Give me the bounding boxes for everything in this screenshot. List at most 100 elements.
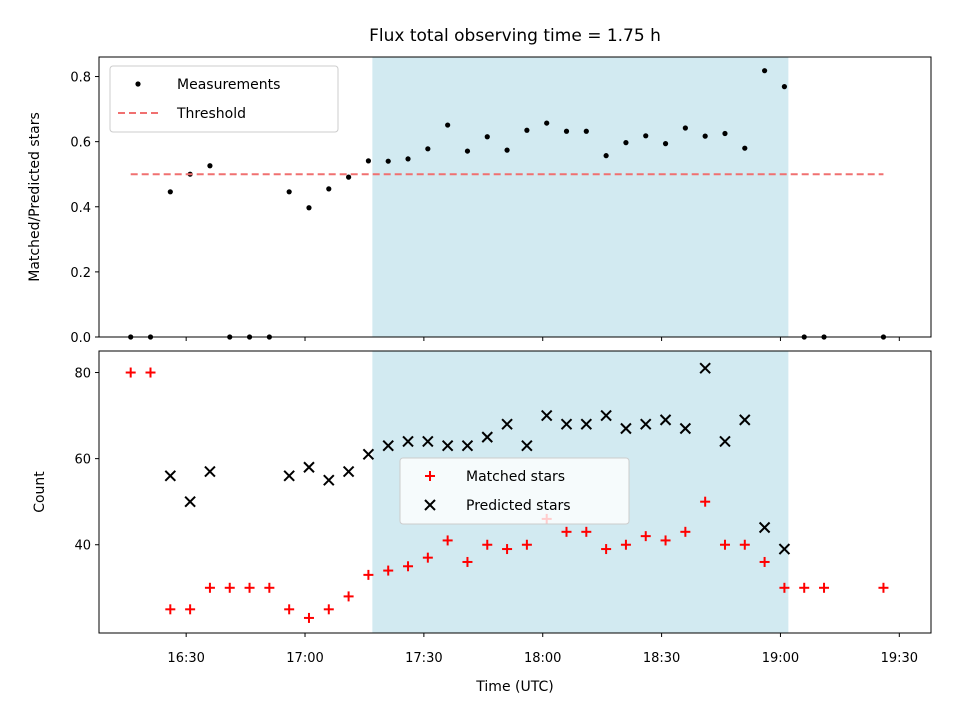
matched-star-point xyxy=(601,544,612,555)
bottom-panel: 40 60 80 16:30 17:00 17:30 18:00 18:30 19:00 19:3… xyxy=(32,350,932,695)
legend-label: Measurements xyxy=(177,77,280,93)
matched-star-point xyxy=(185,604,196,615)
measurement-point xyxy=(662,141,669,147)
predicted-star-point xyxy=(204,465,216,478)
measurement-point xyxy=(405,156,411,162)
axes-frame xyxy=(98,350,932,634)
predicted-star-point xyxy=(461,440,474,452)
matched-star-point xyxy=(561,526,572,537)
predicted-star-point xyxy=(501,418,513,430)
legend: Matched stars Predicted stars xyxy=(399,457,630,525)
predicted-star-point xyxy=(362,448,375,461)
measurement-point xyxy=(583,128,589,134)
matched-star-point xyxy=(204,582,215,593)
x-tick-label: 19:00 xyxy=(762,651,799,666)
predicted-star-point xyxy=(342,465,355,478)
predicted-star-point xyxy=(560,418,573,430)
x-tick-label: 18:30 xyxy=(643,651,680,666)
predicted-star-point xyxy=(441,440,454,452)
predicted-star-point xyxy=(540,409,553,422)
y-axis-label: Count xyxy=(32,471,48,513)
matched-star-point xyxy=(462,556,473,567)
matched-star-point xyxy=(620,539,631,550)
predicted-star-point xyxy=(521,440,533,452)
matched-star-point xyxy=(383,565,394,576)
measurement-point xyxy=(306,205,312,211)
y-tick-label: 0.6 xyxy=(70,136,91,151)
matched-star-point xyxy=(759,556,770,567)
measurement-point xyxy=(603,153,609,159)
predicted-star-point xyxy=(758,521,771,534)
legend-x-marker xyxy=(424,499,436,511)
legend-plus-marker xyxy=(425,471,435,481)
matched-star-point xyxy=(700,496,711,507)
predicted-star-point xyxy=(382,440,394,452)
matched-star-point xyxy=(739,539,750,550)
x-axis-label: Time (UTC) xyxy=(475,679,553,695)
measurement-point xyxy=(346,174,352,180)
matched-star-point xyxy=(165,604,176,615)
measurement-point xyxy=(385,158,391,164)
matched-star-point xyxy=(442,535,453,546)
measurement-point xyxy=(524,127,530,133)
legend-box xyxy=(399,457,630,525)
predicted-star-point xyxy=(164,470,177,482)
matched-star-point xyxy=(284,604,295,615)
matched-star-point xyxy=(125,367,136,378)
figure-title: Flux total observing time = 1.75 h xyxy=(369,26,661,46)
series-predicted-stars xyxy=(164,362,791,555)
predicted-star-point xyxy=(481,431,493,443)
axes-frame xyxy=(98,56,932,338)
predicted-star-point xyxy=(778,543,791,555)
matched-star-point xyxy=(640,531,651,542)
measurement-point xyxy=(445,122,451,128)
predicted-star-point xyxy=(739,414,751,426)
x-tick-label: 18:00 xyxy=(524,651,561,666)
matched-star-point xyxy=(502,544,513,555)
predicted-star-point xyxy=(659,414,672,426)
measurement-point xyxy=(682,125,688,131)
predicted-star-point xyxy=(422,435,434,448)
matched-star-point xyxy=(680,526,691,537)
matched-star-point xyxy=(482,539,493,550)
matched-star-point xyxy=(343,591,354,602)
matched-star-point xyxy=(799,582,810,593)
y-tick-label: 40 xyxy=(74,539,91,554)
measurement-point xyxy=(563,128,570,134)
predicted-star-point xyxy=(640,418,652,430)
measurement-point xyxy=(742,145,748,151)
predicted-star-point xyxy=(580,418,593,430)
measurement-point xyxy=(286,189,292,195)
x-tick-label: 19:30 xyxy=(881,651,918,666)
measurement-point xyxy=(702,133,708,139)
x-tick-label: 16:30 xyxy=(167,651,204,666)
matched-star-point xyxy=(264,582,275,593)
predicted-star-point xyxy=(679,422,692,435)
predicted-star-point xyxy=(402,435,414,448)
predicted-star-point xyxy=(323,474,335,486)
matched-star-point xyxy=(660,535,671,546)
predicted-star-point xyxy=(184,495,196,508)
matched-star-point xyxy=(521,539,532,550)
predicted-star-point xyxy=(303,461,315,473)
y-tick-label: 60 xyxy=(74,453,91,468)
measurement-point xyxy=(167,189,173,195)
y-tick-label: 0.4 xyxy=(70,201,91,216)
legend-dot-marker xyxy=(135,81,141,87)
measurement-point xyxy=(643,133,649,139)
measurement-point xyxy=(504,147,510,153)
measurement-point xyxy=(623,140,629,146)
predicted-star-point xyxy=(620,422,632,435)
matched-star-point xyxy=(224,582,235,593)
measurement-point xyxy=(762,68,768,74)
matched-star-point xyxy=(363,569,374,580)
legend-label: Matched stars xyxy=(466,469,565,485)
matched-star-point xyxy=(719,539,730,550)
matched-star-point xyxy=(403,561,414,572)
predicted-star-point xyxy=(719,435,731,448)
measurement-point xyxy=(544,120,550,126)
legend-box xyxy=(109,65,339,133)
matched-star-point xyxy=(303,612,314,623)
y-tick-label: 0.0 xyxy=(70,331,91,346)
